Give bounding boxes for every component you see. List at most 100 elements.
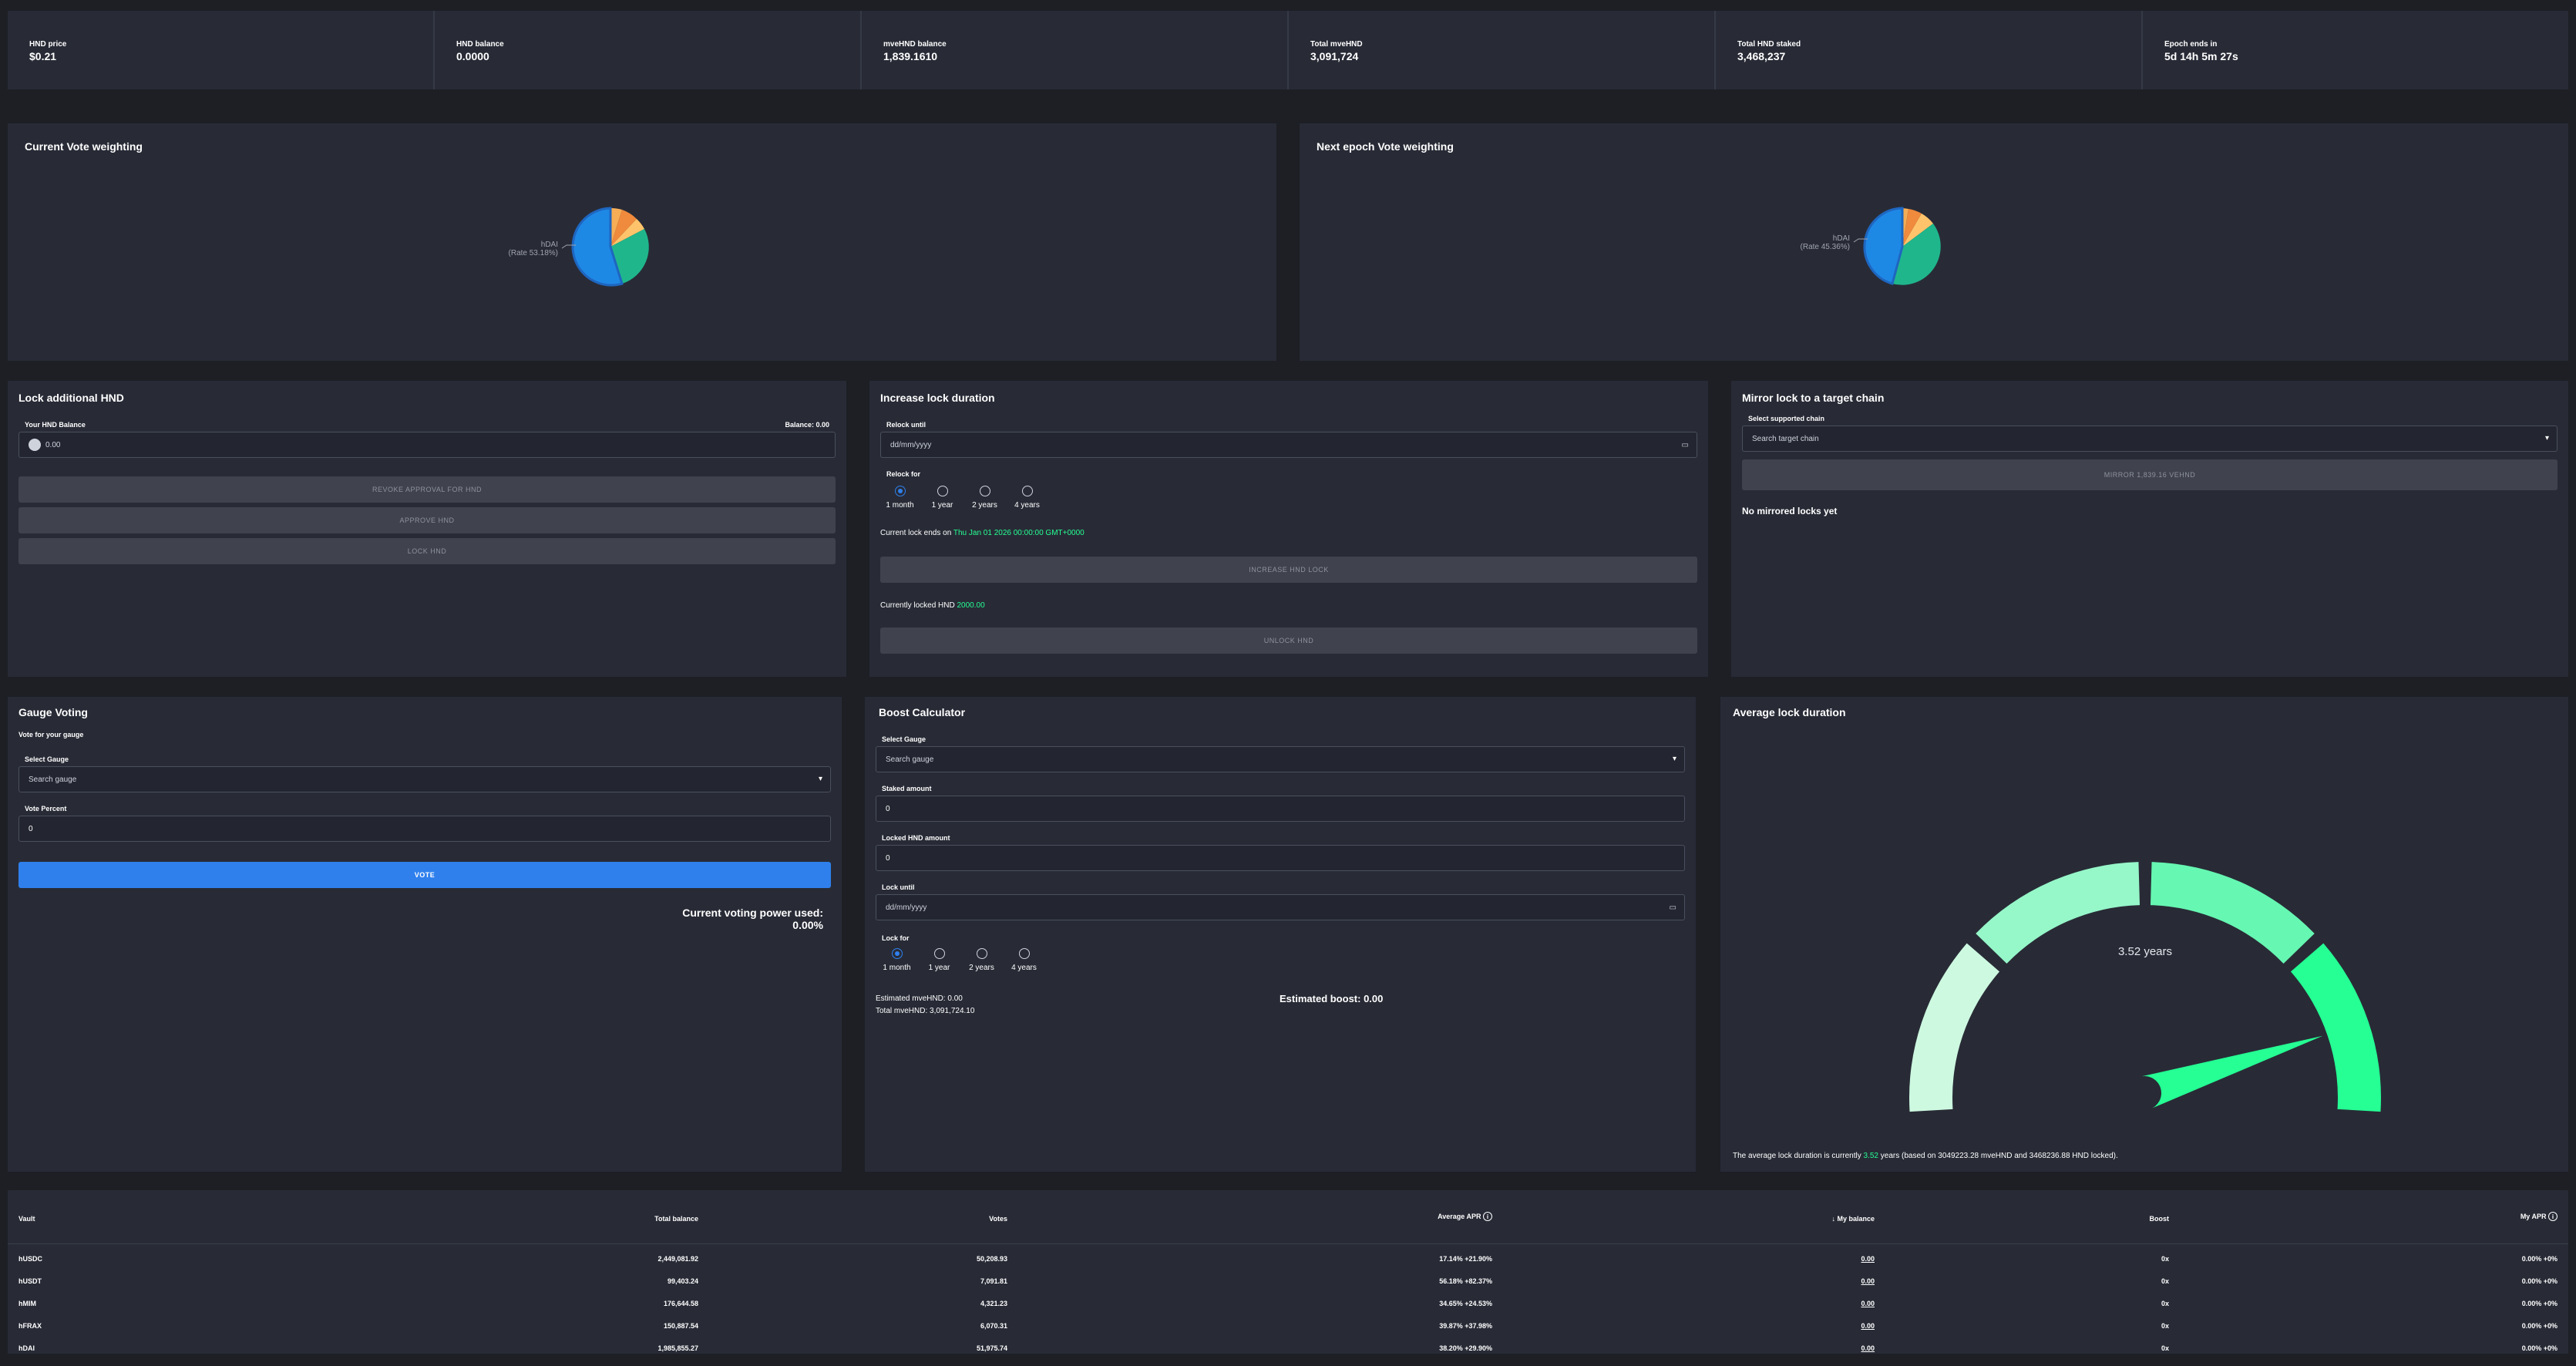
cell-average-apr: 39.87% +37.98% [1439, 1322, 1492, 1330]
lock-until-date-input[interactable]: dd/mm/yyyy ▭ [876, 894, 1685, 920]
cell-my-balance[interactable]: 0.00 [1861, 1255, 1875, 1263]
relock-option-4-years[interactable]: 4 years [1006, 486, 1048, 510]
relock-date-input[interactable]: dd/mm/yyyy ▭ [880, 432, 1697, 458]
vote-percent-input[interactable]: 0 [18, 816, 831, 842]
stat-label: mveHND balance [883, 40, 947, 49]
cell-my-balance[interactable]: 0.00 [1861, 1322, 1875, 1330]
next-vote-panel: Next epoch Vote weighting hDAI (Rate 45.… [1300, 123, 2568, 361]
increase-lock-button[interactable]: INCREASE HND LOCK [880, 557, 1697, 583]
cell-my-balance[interactable]: 0.00 [1861, 1300, 1875, 1307]
locked-amount-label: Locked HND amount [882, 834, 950, 842]
gauge-select-placeholder: Search gauge [29, 775, 77, 784]
lock-option-4-years[interactable]: 4 years [1003, 948, 1045, 972]
header-my-apr[interactable]: My APR i [2521, 1212, 2558, 1221]
radio-dot[interactable] [1018, 948, 1030, 959]
avg-footer-post: years (based on 3049223.28 mveHND and 34… [1880, 1152, 2118, 1160]
stat-value: 1,839.1610 [883, 50, 938, 62]
header-total-balance[interactable]: Total balance [654, 1215, 698, 1223]
table-row[interactable]: hUSDC 2,449,081.92 50,208.93 17.14% +21.90%… [8, 1249, 2568, 1270]
currently-locked-value: 2000.00 [957, 601, 985, 610]
radio-dot[interactable] [894, 486, 906, 496]
boost-gauge-select[interactable]: Search gauge [876, 746, 1685, 772]
panel-title: Gauge Voting [18, 706, 88, 718]
panel-title: Boost Calculator [879, 706, 966, 718]
unlock-hnd-button[interactable]: UNLOCK HND [880, 627, 1697, 654]
next-vote-pie[interactable]: hDAI (Rate 45.36%) [1793, 200, 2001, 301]
cell-my-balance[interactable]: 0.00 [1861, 1277, 1875, 1285]
target-chain-select[interactable]: Search target chain [1742, 426, 2558, 452]
lock-for-label: Lock for [882, 934, 910, 942]
info-icon[interactable]: i [1483, 1212, 1492, 1221]
pie-label-rate: (Rate 45.36%) [1801, 243, 1850, 251]
select-chain-label: Select supported chain [1748, 415, 1825, 422]
lock-hnd-button[interactable]: LOCK HND [18, 538, 836, 564]
lock-option-1-year[interactable]: 1 year [918, 948, 960, 972]
header-votes[interactable]: Votes [989, 1215, 1007, 1223]
table-row[interactable]: hUSDT 99,403.24 7,091.81 56.18% +82.37% 0.00… [8, 1271, 2568, 1293]
radio-dot[interactable] [1021, 486, 1033, 496]
staked-amount-input[interactable]: 0 [876, 796, 1685, 822]
info-icon[interactable]: i [2548, 1212, 2558, 1221]
stat-label: Epoch ends in [2164, 40, 2218, 49]
voting-power: Current voting power used: 0.00% [682, 907, 823, 931]
panel-title: Next epoch Vote weighting [1317, 140, 1454, 153]
gauge-select[interactable]: Search gauge [18, 766, 831, 792]
voting-power-value: 0.00% [792, 919, 823, 931]
radio-label: 1 year [931, 501, 953, 510]
table-row[interactable]: hFRAX 150,887.54 6,070.31 39.87% +37.98% 0.0… [8, 1316, 2568, 1337]
table-row[interactable]: hMIM 176,644.58 4,321.23 34.65% +24.53% 0.00… [8, 1294, 2568, 1315]
current-lock-end-label: Current lock ends on [880, 529, 952, 537]
avg-footer-pre: The average lock duration is currently [1733, 1152, 1861, 1160]
no-mirrored-locks: No mirrored locks yet [1742, 506, 1838, 516]
stat-label: HND balance [456, 40, 504, 49]
current-vote-panel: Current Vote weighting hDAI (Rate 53.18%… [8, 123, 1276, 361]
header-my-balance[interactable]: ↓ My balance [1831, 1215, 1875, 1223]
cell-total-balance: 176,644.58 [663, 1300, 698, 1307]
current-vote-pie[interactable]: hDAI (Rate 53.18%) [501, 200, 709, 301]
radio-label: 1 year [928, 964, 950, 972]
stat-total-mvehnd: Total mveHND 3,091,724 [1287, 11, 1714, 89]
panel-title: Mirror lock to a target chain [1742, 392, 1885, 404]
gauge-voting-panel: Gauge Voting Vote for your gauge Select … [8, 697, 842, 1172]
header-boost[interactable]: Boost [2149, 1215, 2170, 1223]
relock-option-2-years[interactable]: 2 years [963, 486, 1006, 510]
header-average-apr[interactable]: Average APR i [1438, 1212, 1492, 1221]
mirror-lock-panel: Mirror lock to a target chain Select sup… [1731, 381, 2568, 677]
locked-amount-input[interactable]: 0 [876, 845, 1685, 871]
lock-option-2-years[interactable]: 2 years [960, 948, 1003, 972]
calendar-icon[interactable]: ▭ [1669, 903, 1676, 912]
stat-value: 3,091,724 [1310, 50, 1359, 62]
gauge-needle [2139, 1035, 2323, 1109]
radio-label: 4 years [1011, 964, 1037, 972]
cell-average-apr: 56.18% +82.37% [1439, 1277, 1492, 1285]
pie-label-name: hDAI [541, 241, 558, 249]
mirror-lock-button[interactable]: MIRROR 1,839.16 VEHND [1742, 459, 2558, 490]
cell-my-balance[interactable]: 0.00 [1861, 1344, 1875, 1352]
revoke-approval-button[interactable]: REVOKE APPROVAL FOR HND [18, 476, 836, 503]
select-gauge-label: Select Gauge [25, 755, 69, 763]
radio-dot[interactable] [976, 948, 987, 959]
stat-label: Total mveHND [1310, 40, 1363, 49]
approve-hnd-button[interactable]: APPROVE HND [18, 507, 836, 533]
cell-boost: 0x [2161, 1300, 2169, 1307]
relock-until-label: Relock until [886, 421, 926, 429]
cell-my-apr: 0.00% +0% [2521, 1344, 2558, 1352]
table-row[interactable]: hDAI 1,985,855.27 51,975.74 38.20% +29.90% 0… [8, 1338, 2568, 1360]
date-placeholder: dd/mm/yyyy [890, 440, 932, 449]
calendar-icon[interactable]: ▭ [1681, 440, 1689, 449]
cell-average-apr: 38.20% +29.90% [1439, 1344, 1492, 1352]
gauge-band [2150, 862, 2315, 964]
radio-dot[interactable] [933, 948, 945, 959]
avg-lock-panel: Average lock duration 3.52 years The ave… [1720, 697, 2568, 1172]
relock-option-1-month[interactable]: 1 month [879, 486, 921, 510]
radio-dot[interactable] [937, 486, 948, 496]
radio-dot[interactable] [979, 486, 990, 496]
vote-button[interactable]: VOTE [18, 862, 831, 888]
lock-option-1-month[interactable]: 1 month [876, 948, 918, 972]
radio-dot[interactable] [891, 948, 903, 959]
header-vault[interactable]: Vault [18, 1215, 35, 1223]
hnd-amount-input[interactable]: 0.00 [18, 432, 836, 458]
cell-votes: 7,091.81 [980, 1277, 1007, 1285]
relock-option-1-year[interactable]: 1 year [921, 486, 963, 510]
pie-label-rate: (Rate 53.18%) [509, 249, 558, 257]
